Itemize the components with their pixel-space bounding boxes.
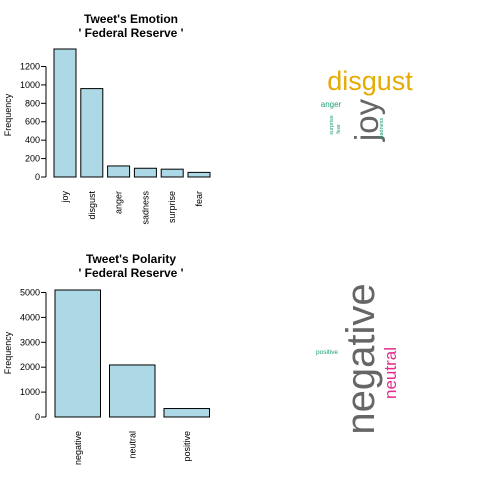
polarity-y-axis-label: Frequency <box>3 331 13 374</box>
emotion-bar-fear <box>187 171 211 178</box>
polarity-bar-positive <box>163 408 210 418</box>
polarity-y-tick-label: 3000 <box>20 337 40 347</box>
word-disgust: disgust <box>327 66 413 96</box>
word-negative: negative <box>339 283 383 434</box>
word-neutral: neutral <box>381 347 400 399</box>
emotion-x-tick-label: fear <box>194 191 204 207</box>
polarity-y-axis: 0 1000 2000 3000 4000 5000 <box>20 287 47 422</box>
emotion-chart-subtitle: ' Federal Reserve ' <box>78 26 183 40</box>
emotion-y-tick-label: 0 <box>35 172 40 182</box>
emotion-x-tick-label: surprise <box>167 191 177 223</box>
polarity-y-tick-label: 2000 <box>20 362 40 372</box>
emotion-y-axis: 0 200 400 600 800 1000 1200 <box>20 61 47 182</box>
emotion-bar-anger <box>107 165 131 178</box>
polarity-chart-subtitle: ' Federal Reserve ' <box>78 266 183 280</box>
word-joy: joy <box>348 98 385 142</box>
emotion-y-tick-label: 400 <box>25 135 40 145</box>
polarity-x-axis-labels: negative neutral positive <box>73 431 192 465</box>
emotion-y-tick-label: 600 <box>25 117 40 127</box>
polarity-x-tick-label: negative <box>73 431 83 465</box>
emotion-x-tick-label: sadness <box>140 191 150 225</box>
word-surprise: surprise <box>329 115 335 135</box>
emotion-x-tick-label: disgust <box>87 191 97 220</box>
emotion-bar-sadness <box>133 167 157 178</box>
polarity-bar-negative <box>54 289 101 418</box>
polarity-bar-chart: Tweet's Polarity ' Federal Reserve ' Fre… <box>3 252 210 465</box>
emotion-y-tick-label: 200 <box>25 154 40 164</box>
emotion-x-axis-labels: joy disgust anger sadness surprise fear <box>60 191 204 225</box>
polarity-chart-title: Tweet's Polarity <box>86 252 176 266</box>
polarity-y-tick-label: 1000 <box>20 387 40 397</box>
polarity-y-tick-label: 4000 <box>20 312 40 322</box>
polarity-bars <box>54 289 210 418</box>
emotion-y-tick-label: 1200 <box>20 61 40 71</box>
polarity-x-tick-label: neutral <box>127 431 137 459</box>
polarity-bar-neutral <box>109 364 156 418</box>
emotion-bars <box>53 48 211 178</box>
emotion-word-cloud: disgust joy anger surprise fear sadness <box>321 66 414 142</box>
emotion-bar-chart: Tweet's Emotion ' Federal Reserve ' Freq… <box>3 12 211 225</box>
emotion-chart-title: Tweet's Emotion <box>84 12 178 26</box>
emotion-y-tick-label: 1000 <box>20 80 40 90</box>
polarity-x-tick-label: positive <box>182 431 192 462</box>
emotion-y-tick-label: 800 <box>25 98 40 108</box>
word-sadness: sadness <box>379 118 385 139</box>
polarity-word-cloud: negative neutral positive <box>316 283 400 434</box>
word-anger: anger <box>321 100 342 109</box>
emotion-y-axis-label: Frequency <box>3 93 13 136</box>
word-fear: fear <box>336 124 342 134</box>
polarity-y-tick-label: 0 <box>35 412 40 422</box>
polarity-y-tick-label: 5000 <box>20 287 40 297</box>
emotion-bar-surprise <box>160 168 184 178</box>
word-positive: positive <box>316 349 338 356</box>
emotion-x-tick-label: anger <box>114 191 124 214</box>
emotion-x-tick-label: joy <box>60 191 70 204</box>
emotion-bar-joy <box>53 48 77 178</box>
emotion-bar-disgust <box>80 88 104 178</box>
